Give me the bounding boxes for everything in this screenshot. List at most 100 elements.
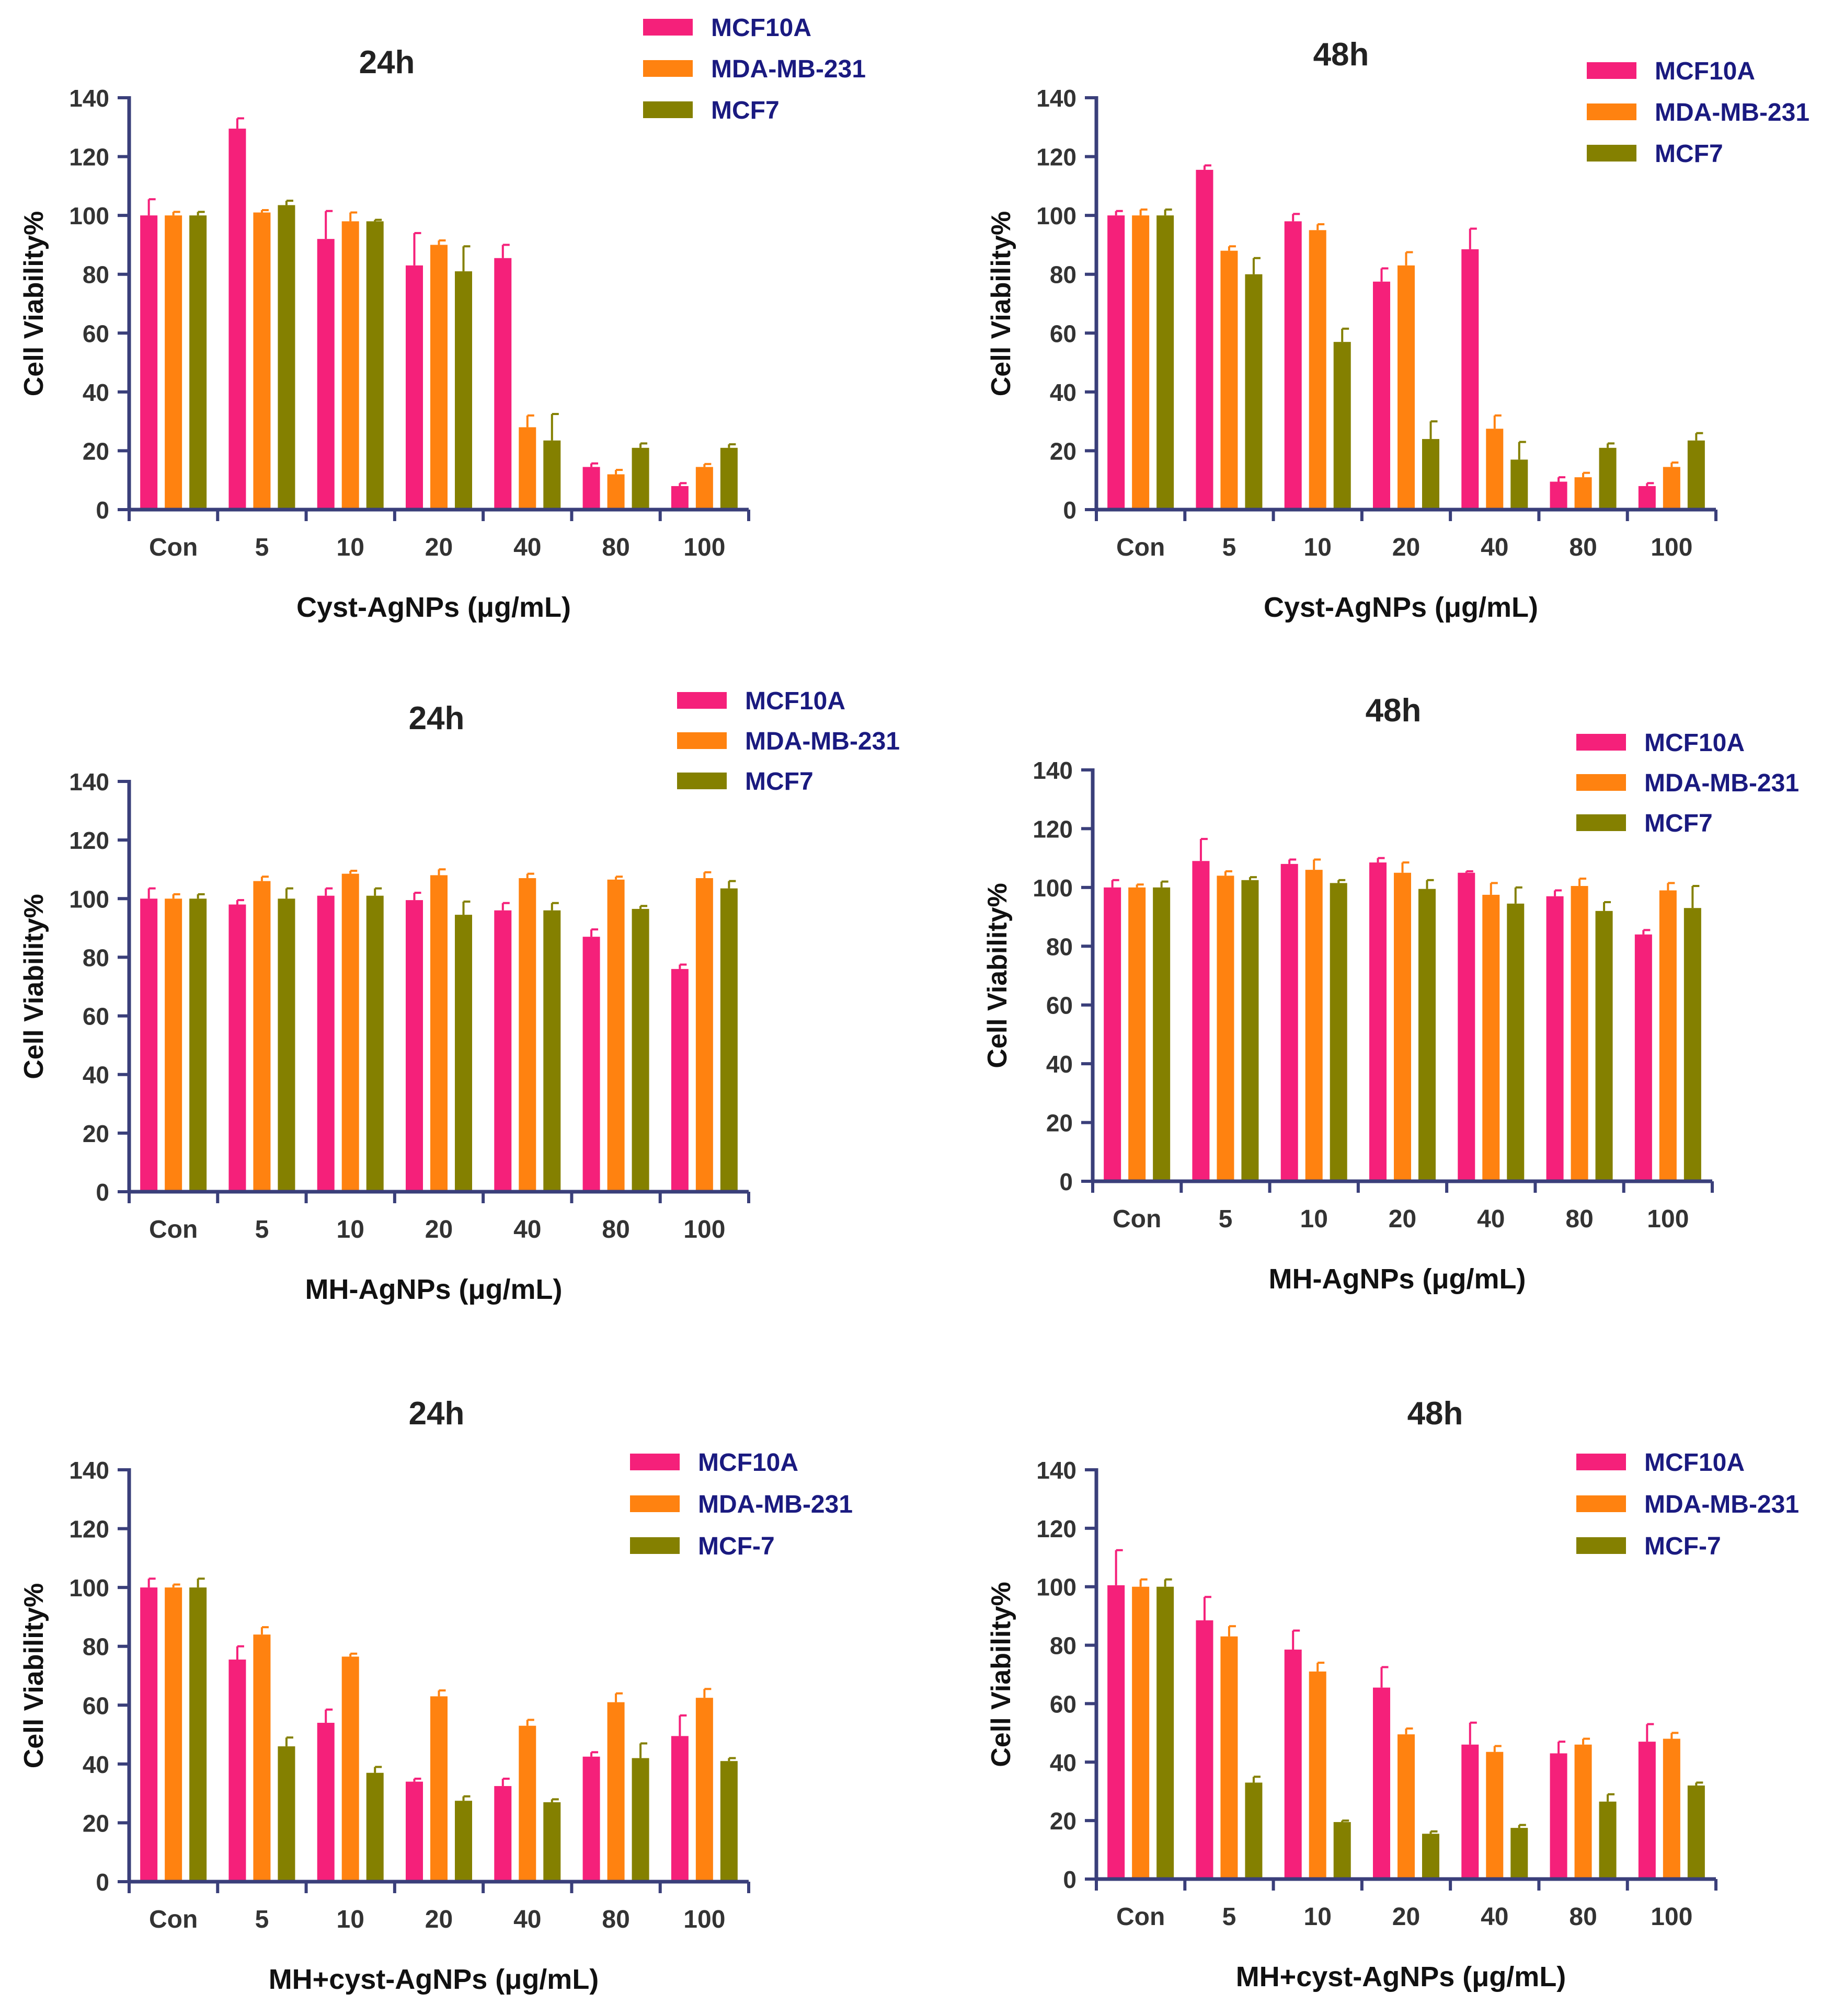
- y-axis-label: Cell Viability%: [982, 883, 1013, 1068]
- bar-mcf-7-40: [1510, 1828, 1528, 1879]
- legend: MCF10A MDA-MB-231 MCF7: [643, 14, 866, 124]
- bar-mcf10a-80: [1550, 1753, 1567, 1879]
- bar-mcf10a-20: [406, 900, 423, 1192]
- bar-mcf10a-80: [582, 1756, 600, 1882]
- bar-mda-mb-231-10: [341, 873, 359, 1192]
- bar-mcf10a-con: [140, 898, 158, 1192]
- bar-mcf10a-100: [671, 486, 689, 510]
- bar-mcf7-10: [366, 221, 384, 510]
- bar-mcf7-con: [1156, 215, 1174, 510]
- bar-mcf10a-con: [1107, 1585, 1125, 1879]
- legend-swatch-mda-mb-231: [630, 1495, 680, 1512]
- bar-mcf7-20: [1422, 439, 1439, 510]
- bar-mcf10a-40: [1458, 872, 1475, 1181]
- bar-mcf-7-40: [543, 1802, 561, 1882]
- y-tick-label: 0: [1063, 1866, 1076, 1893]
- bar-mcf10a-5: [1192, 861, 1210, 1181]
- y-tick-label: 140: [69, 768, 109, 796]
- x-tick-label: 20: [425, 534, 453, 561]
- bar-mcf-7-con: [189, 1587, 207, 1882]
- legend-swatch-mda-mb-231: [1587, 103, 1636, 120]
- legend-label: MCF10A: [1644, 729, 1745, 757]
- legend-swatch-mcf-7: [630, 1537, 680, 1554]
- y-tick-label: 140: [69, 85, 109, 112]
- legend: MCF10A MDA-MB-231 MCF7: [677, 687, 900, 796]
- legend-swatch-mcf7: [677, 773, 727, 789]
- chart-panel-5: 24h 0 20 40 60 80 100 120 140 Con 5 10 20 40 80 100 Cell…: [19, 1396, 853, 1995]
- chart-panel-6: 48h 0 20 40 60 80 100 120 140 Con 5 10 20 40 80 100 Cell…: [986, 1396, 1799, 1992]
- bar-mda-mb-231-80: [1571, 886, 1588, 1181]
- x-tick-label: 80: [1569, 1903, 1597, 1931]
- x-tick-label: 10: [337, 534, 364, 561]
- y-tick-label: 120: [1036, 1515, 1076, 1542]
- bar-mda-mb-231-5: [1217, 875, 1234, 1181]
- x-tick-label: 80: [602, 1906, 629, 1933]
- legend-label: MCF7: [1655, 140, 1723, 168]
- y-tick-label: 100: [1036, 1574, 1076, 1601]
- bar-mcf10a-80: [582, 937, 600, 1192]
- legend-label: MCF7: [745, 768, 814, 796]
- y-tick-label: 40: [83, 1751, 109, 1778]
- bar-mcf7-80: [1599, 447, 1617, 510]
- chart-title: 48h: [1407, 1396, 1463, 1432]
- bar-mcf-7-20: [455, 1801, 472, 1882]
- bar-mcf7-con: [189, 215, 207, 510]
- y-tick-label: 80: [1050, 261, 1076, 289]
- bar-mcf-7-20: [1422, 1834, 1439, 1879]
- legend-label: MCF7: [1644, 810, 1713, 837]
- bar-mda-mb-231-100: [695, 1698, 713, 1882]
- x-tick-label: 40: [513, 1216, 541, 1243]
- y-tick-label: 140: [1036, 85, 1076, 112]
- bar-mcf10a-100: [1634, 934, 1652, 1181]
- x-tick-label: Con: [1116, 1903, 1165, 1931]
- y-tick-label: 40: [1046, 1051, 1073, 1078]
- bar-mda-mb-231-con: [165, 215, 182, 510]
- bar-mda-mb-231-5: [1220, 250, 1238, 510]
- y-axis-label: Cell Viability%: [19, 894, 49, 1079]
- bar-mda-mb-231-10: [1309, 1671, 1326, 1879]
- legend-label: MCF10A: [1655, 57, 1755, 85]
- bar-mda-mb-231-20: [1398, 1734, 1415, 1879]
- bar-mcf7-80: [1595, 911, 1613, 1181]
- bar-mcf10a-40: [494, 910, 512, 1192]
- bar-mcf7-20: [455, 271, 472, 510]
- x-axis-label: MH+cyst-AgNPs (μg/mL): [269, 1964, 599, 1995]
- x-tick-label: 10: [1304, 1903, 1332, 1931]
- bar-mda-mb-231-100: [695, 878, 713, 1192]
- legend-swatch-mcf10a: [1576, 1454, 1626, 1470]
- y-tick-label: 80: [1050, 1632, 1076, 1660]
- y-tick-label: 100: [69, 202, 109, 229]
- bar-mcf7-10: [366, 895, 384, 1192]
- legend-swatch-mda-mb-231: [643, 60, 693, 77]
- chart-title: 24h: [359, 44, 415, 80]
- legend-swatch-mcf-7: [1576, 1537, 1626, 1554]
- legend-swatch-mcf10a: [677, 692, 727, 709]
- bar-mcf10a-5: [1196, 1620, 1213, 1879]
- bar-mcf7-5: [1245, 274, 1263, 510]
- chart-panel-1: 24h 0 20 40 60 80 100 120 140 Con 5 10 20 40 80 100 Cell…: [19, 14, 866, 623]
- bar-mcf7-con: [189, 898, 207, 1192]
- bar-mda-mb-231-80: [1574, 1744, 1592, 1879]
- bar-mcf10a-5: [228, 904, 246, 1192]
- bar-mda-mb-231-80: [1574, 477, 1592, 510]
- x-tick-label: 20: [1392, 534, 1420, 561]
- legend: MCF10A MDA-MB-231 MCF-7: [630, 1449, 853, 1560]
- legend: MCF10A MDA-MB-231 MCF7: [1576, 729, 1799, 837]
- y-tick-label: 80: [83, 1633, 109, 1661]
- bar-mcf7-40: [543, 910, 561, 1192]
- x-tick-label: 20: [1392, 1903, 1420, 1931]
- bar-mcf10a-20: [406, 1781, 423, 1882]
- legend-swatch-mcf10a: [630, 1454, 680, 1470]
- x-tick-label: 100: [1651, 534, 1692, 561]
- bar-mda-mb-231-con: [1132, 215, 1150, 510]
- x-tick-label: Con: [149, 1216, 198, 1243]
- bar-mda-mb-231-40: [1482, 894, 1500, 1181]
- bar-mcf-7-80: [632, 1758, 649, 1882]
- chart-title: 48h: [1313, 37, 1369, 73]
- x-tick-label: 5: [255, 534, 269, 561]
- y-tick-label: 100: [69, 1574, 109, 1602]
- y-tick-label: 60: [1050, 1690, 1076, 1718]
- legend-label: MDA-MB-231: [745, 728, 900, 755]
- y-tick-label: 140: [1033, 757, 1073, 784]
- bar-mcf10a-10: [317, 895, 335, 1192]
